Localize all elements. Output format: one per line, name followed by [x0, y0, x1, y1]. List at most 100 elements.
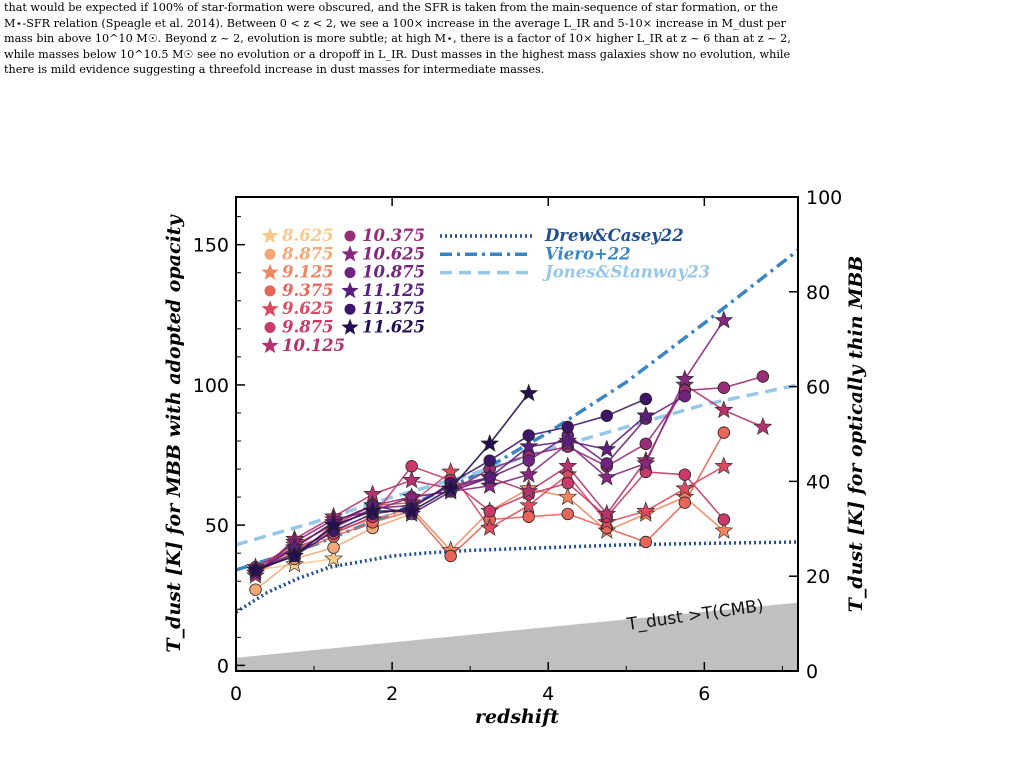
- x-tick-label: 6: [698, 683, 710, 705]
- series-line-7: [254, 383, 764, 577]
- data-point: [717, 513, 731, 526]
- data-point: [558, 431, 578, 449]
- y-right-tick-label: 80: [806, 282, 830, 304]
- legend-label: Jones&Stanway23: [542, 263, 710, 282]
- legend-marker: [264, 248, 276, 260]
- data-point: [522, 454, 535, 467]
- data-point: [636, 453, 656, 472]
- data-point: [639, 535, 652, 549]
- data-point: [327, 541, 340, 554]
- legend-marker: [261, 336, 279, 354]
- data-point: [636, 405, 656, 424]
- data-point: [756, 370, 770, 383]
- legend-label: 10.625: [362, 244, 425, 263]
- series-line-10: [255, 395, 686, 571]
- plot-frame: [235, 196, 799, 672]
- data-point: [675, 478, 695, 497]
- data-point: [363, 501, 383, 520]
- data-point: [597, 504, 617, 522]
- caption-line-3: mass bin above 10^10 M☉. Beyond z ~ 2, e…: [4, 32, 791, 46]
- data-point: [519, 464, 539, 483]
- data-point: [324, 548, 343, 567]
- data-point: [714, 456, 734, 475]
- legend-label: 9.625: [282, 299, 334, 318]
- data-point: [483, 504, 496, 518]
- y-axis-label-right: T_dust [K] for optically thin MBB: [845, 256, 867, 613]
- y-tick-label: 50: [205, 515, 229, 537]
- data-point: [675, 369, 695, 388]
- data-point: [522, 510, 535, 523]
- data-point: [480, 433, 500, 452]
- legend-marker: [341, 318, 359, 335]
- legend-marker: [341, 281, 359, 299]
- legend-label: 9.125: [282, 263, 334, 282]
- legend-label: 11.375: [362, 299, 425, 318]
- caption-line-1: that would be expected if 100% of star-f…: [4, 1, 778, 14]
- data-point: [717, 426, 731, 439]
- data-point: [753, 417, 773, 435]
- data-point: [561, 507, 574, 521]
- data-point: [519, 495, 539, 514]
- x-tick-label: 2: [386, 683, 398, 705]
- y-tick-label: 0: [217, 655, 229, 677]
- data-point: [402, 501, 422, 520]
- series-line-13: [255, 392, 530, 571]
- y-right-tick-label: 100: [806, 187, 842, 209]
- data-point: [483, 454, 496, 467]
- legend-label: Drew&Casey22: [544, 226, 684, 245]
- y-right-tick-label: 20: [806, 566, 830, 588]
- data-point: [558, 487, 578, 506]
- y-tick-label: 100: [193, 375, 229, 397]
- data-point: [402, 470, 422, 489]
- data-point: [600, 457, 613, 470]
- legend-marker: [264, 285, 276, 297]
- data-point: [324, 515, 343, 534]
- legend-label: 9.875: [282, 318, 334, 337]
- data-point: [597, 467, 617, 486]
- legend-label: 8.625: [281, 226, 334, 245]
- relation-line-1: [235, 540, 799, 614]
- x-axis-label: redshift: [475, 706, 559, 728]
- data-point: [519, 481, 539, 500]
- caption-line-4: while masses below 10^10.5 M☉ see no evo…: [4, 47, 791, 61]
- cmb-band: [236, 602, 798, 671]
- figure-caption: that would be expected if 100% of star-f…: [4, 0, 1030, 78]
- y-right-tick-label: 0: [806, 661, 818, 683]
- legend-marker: [341, 245, 359, 262]
- data-point: [678, 389, 692, 403]
- legend-marker: [264, 322, 276, 333]
- data-point: [561, 476, 574, 490]
- legend-marker: [261, 227, 279, 244]
- legend-label: 11.125: [362, 281, 425, 300]
- y-axis-label-left: T_dust [K] for MBB with adopted opacity: [163, 213, 185, 652]
- data-point: [285, 546, 304, 564]
- caption-line-5: there is mild evidence suggesting a thre…: [4, 63, 545, 77]
- data-point: [522, 429, 535, 442]
- legend-label: Viero+22: [545, 244, 631, 263]
- data-point: [678, 496, 692, 509]
- data-point: [714, 520, 734, 539]
- data-point: [639, 437, 652, 451]
- data-point: [480, 518, 500, 536]
- data-point: [561, 420, 574, 434]
- legend-marker: [261, 300, 279, 317]
- data-point: [519, 383, 539, 402]
- data-point: [714, 400, 734, 419]
- y-right-tick-label: 40: [806, 471, 830, 493]
- data-point: [600, 409, 613, 422]
- data-point: [444, 549, 457, 563]
- legend-label: 10.125: [282, 336, 345, 355]
- data-point: [246, 560, 265, 578]
- x-tick-label: 0: [230, 683, 242, 705]
- data-point: [636, 501, 656, 520]
- data-point: [597, 439, 617, 458]
- data-point: [558, 456, 578, 475]
- legend-label: 11.625: [362, 318, 425, 337]
- data-point: [441, 478, 461, 497]
- legend-label: 10.375: [362, 226, 425, 245]
- legend-label: 10.875: [362, 263, 425, 282]
- data-point: [480, 476, 499, 494]
- data-point: [480, 467, 500, 486]
